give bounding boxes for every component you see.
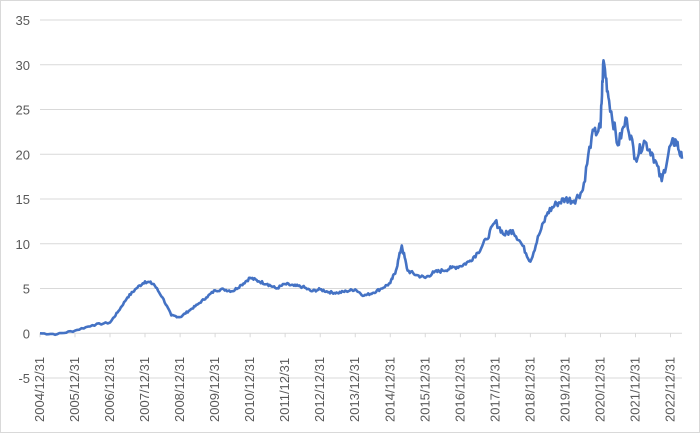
y-tick-label: 35 <box>16 13 30 28</box>
x-tick-label: 2007/12/31 <box>137 357 152 422</box>
x-tick-label: 2012/12/31 <box>312 357 327 422</box>
x-tick-label: 2019/12/31 <box>557 357 572 422</box>
x-tick-label: 2006/12/31 <box>102 357 117 422</box>
x-tick-label: 2022/12/31 <box>662 357 677 422</box>
x-tick-label: 2004/12/31 <box>32 357 47 422</box>
x-tick-label: 2020/12/31 <box>592 357 607 422</box>
y-tick-label: 5 <box>23 282 30 297</box>
x-tick-label: 2015/12/31 <box>417 357 432 422</box>
x-tick-label: 2005/12/31 <box>67 357 82 422</box>
x-tick-label: 2009/12/31 <box>207 357 222 422</box>
x-tick-label: 2011/12/31 <box>277 358 292 422</box>
x-tick-label: 2010/12/31 <box>242 357 257 422</box>
y-tick-label: 20 <box>16 147 30 162</box>
y-tick-label: -5 <box>18 371 30 386</box>
y-tick-label: 0 <box>23 326 30 341</box>
x-tick-label: 2021/12/31 <box>627 357 642 422</box>
series-line <box>39 59 684 337</box>
y-tick-label: 25 <box>16 103 30 118</box>
x-tick-label: 2018/12/31 <box>522 357 537 422</box>
y-tick-label: 15 <box>16 192 30 207</box>
y-tick-label: 30 <box>16 58 30 73</box>
x-tick-label: 2008/12/31 <box>172 357 187 422</box>
x-tick-label: 2014/12/31 <box>382 357 397 422</box>
x-tick-label: 2017/12/31 <box>487 357 502 422</box>
x-tick-label: 2013/12/31 <box>347 357 362 422</box>
x-tick-label: 2016/12/31 <box>452 357 467 422</box>
y-tick-label: 10 <box>16 237 30 252</box>
